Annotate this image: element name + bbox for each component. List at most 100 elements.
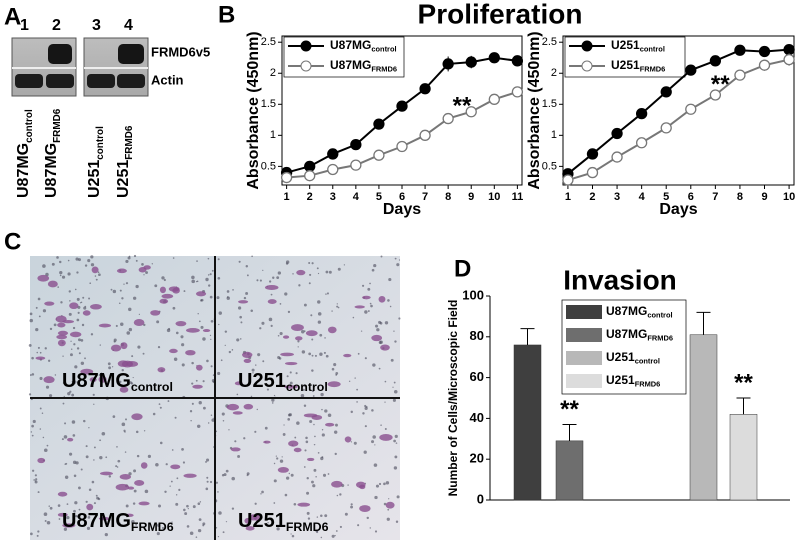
- speck: [66, 515, 70, 520]
- label-sub: FRMD6: [640, 65, 666, 74]
- label-sub: control: [131, 380, 173, 394]
- speck: [133, 254, 137, 258]
- speck: [186, 504, 189, 508]
- point: [511, 55, 524, 67]
- speck: [151, 263, 153, 265]
- speck: [85, 445, 88, 448]
- speck: [383, 482, 386, 486]
- legend-label: U251control: [606, 350, 660, 365]
- cell: [143, 265, 151, 270]
- speck: [224, 330, 228, 333]
- speck: [366, 516, 369, 520]
- speck: [72, 380, 77, 384]
- speck: [196, 280, 199, 283]
- speck: [112, 289, 117, 294]
- speck: [31, 469, 35, 472]
- speck: [202, 406, 206, 410]
- speck: [350, 410, 353, 414]
- error-bar: [562, 424, 577, 441]
- speck: [305, 436, 308, 440]
- speck: [364, 425, 367, 428]
- speck: [104, 533, 108, 537]
- sample-label: U251control: [86, 126, 105, 198]
- speck: [297, 346, 299, 348]
- speck: [324, 514, 328, 518]
- legend-swatch: [566, 328, 602, 342]
- speck: [297, 340, 300, 343]
- speck: [76, 347, 80, 350]
- speck: [190, 419, 192, 422]
- speck: [394, 257, 397, 260]
- speck: [314, 354, 317, 357]
- speck: [254, 430, 257, 433]
- speck: [35, 478, 38, 481]
- speck: [75, 514, 78, 518]
- point: [442, 112, 454, 125]
- speck: [37, 297, 41, 301]
- annotation: **: [734, 369, 753, 396]
- panel-letter: D: [454, 255, 471, 282]
- speck: [175, 331, 179, 335]
- speck: [364, 404, 367, 408]
- speck: [35, 306, 38, 309]
- point: [734, 44, 746, 56]
- speck: [327, 413, 332, 417]
- speck: [80, 468, 83, 471]
- cell: [277, 467, 289, 473]
- cell: [140, 462, 148, 469]
- speck: [63, 435, 68, 439]
- speck: [321, 408, 323, 411]
- speck: [51, 262, 55, 266]
- speck: [128, 307, 132, 312]
- speck: [289, 371, 292, 374]
- speck: [159, 441, 163, 445]
- speck: [232, 289, 234, 291]
- point: [685, 64, 697, 76]
- speck: [277, 271, 281, 275]
- speck: [34, 474, 37, 477]
- speck: [375, 484, 380, 488]
- speck: [202, 524, 205, 527]
- speck: [115, 324, 118, 328]
- label-main: U87MG: [43, 143, 60, 198]
- point: [660, 122, 672, 134]
- speck: [67, 391, 71, 396]
- speck: [364, 406, 368, 411]
- speck: [129, 381, 132, 384]
- speck: [371, 440, 375, 444]
- x-tick-label: 4: [353, 191, 360, 203]
- speck: [192, 505, 196, 509]
- point: [465, 56, 477, 68]
- label-sub: control: [635, 357, 660, 366]
- speck: [324, 337, 326, 339]
- y-axis-label: Absorbance (450nm): [526, 31, 543, 189]
- speck: [215, 481, 218, 484]
- speck: [71, 380, 73, 383]
- speck: [223, 473, 227, 477]
- speck: [320, 456, 324, 461]
- speck: [77, 311, 80, 314]
- speck: [41, 412, 44, 415]
- y-tick-label: 0.5: [542, 160, 557, 172]
- speck: [184, 512, 188, 516]
- cell: [69, 331, 82, 338]
- speck: [57, 286, 60, 288]
- plot-frame: [562, 35, 795, 186]
- speck: [125, 418, 127, 421]
- speck: [169, 485, 171, 487]
- speck: [270, 324, 273, 327]
- cell: [263, 440, 271, 444]
- speck: [135, 523, 138, 526]
- speck: [93, 403, 95, 405]
- speck: [49, 506, 53, 510]
- blot: [11, 37, 149, 97]
- speck: [350, 441, 353, 443]
- label-main: U251: [115, 160, 132, 198]
- speck: [347, 484, 349, 486]
- point: [373, 149, 385, 161]
- speck: [384, 321, 389, 325]
- speck: [35, 327, 39, 332]
- speck: [94, 275, 97, 277]
- speck: [39, 407, 42, 410]
- speck: [83, 419, 86, 423]
